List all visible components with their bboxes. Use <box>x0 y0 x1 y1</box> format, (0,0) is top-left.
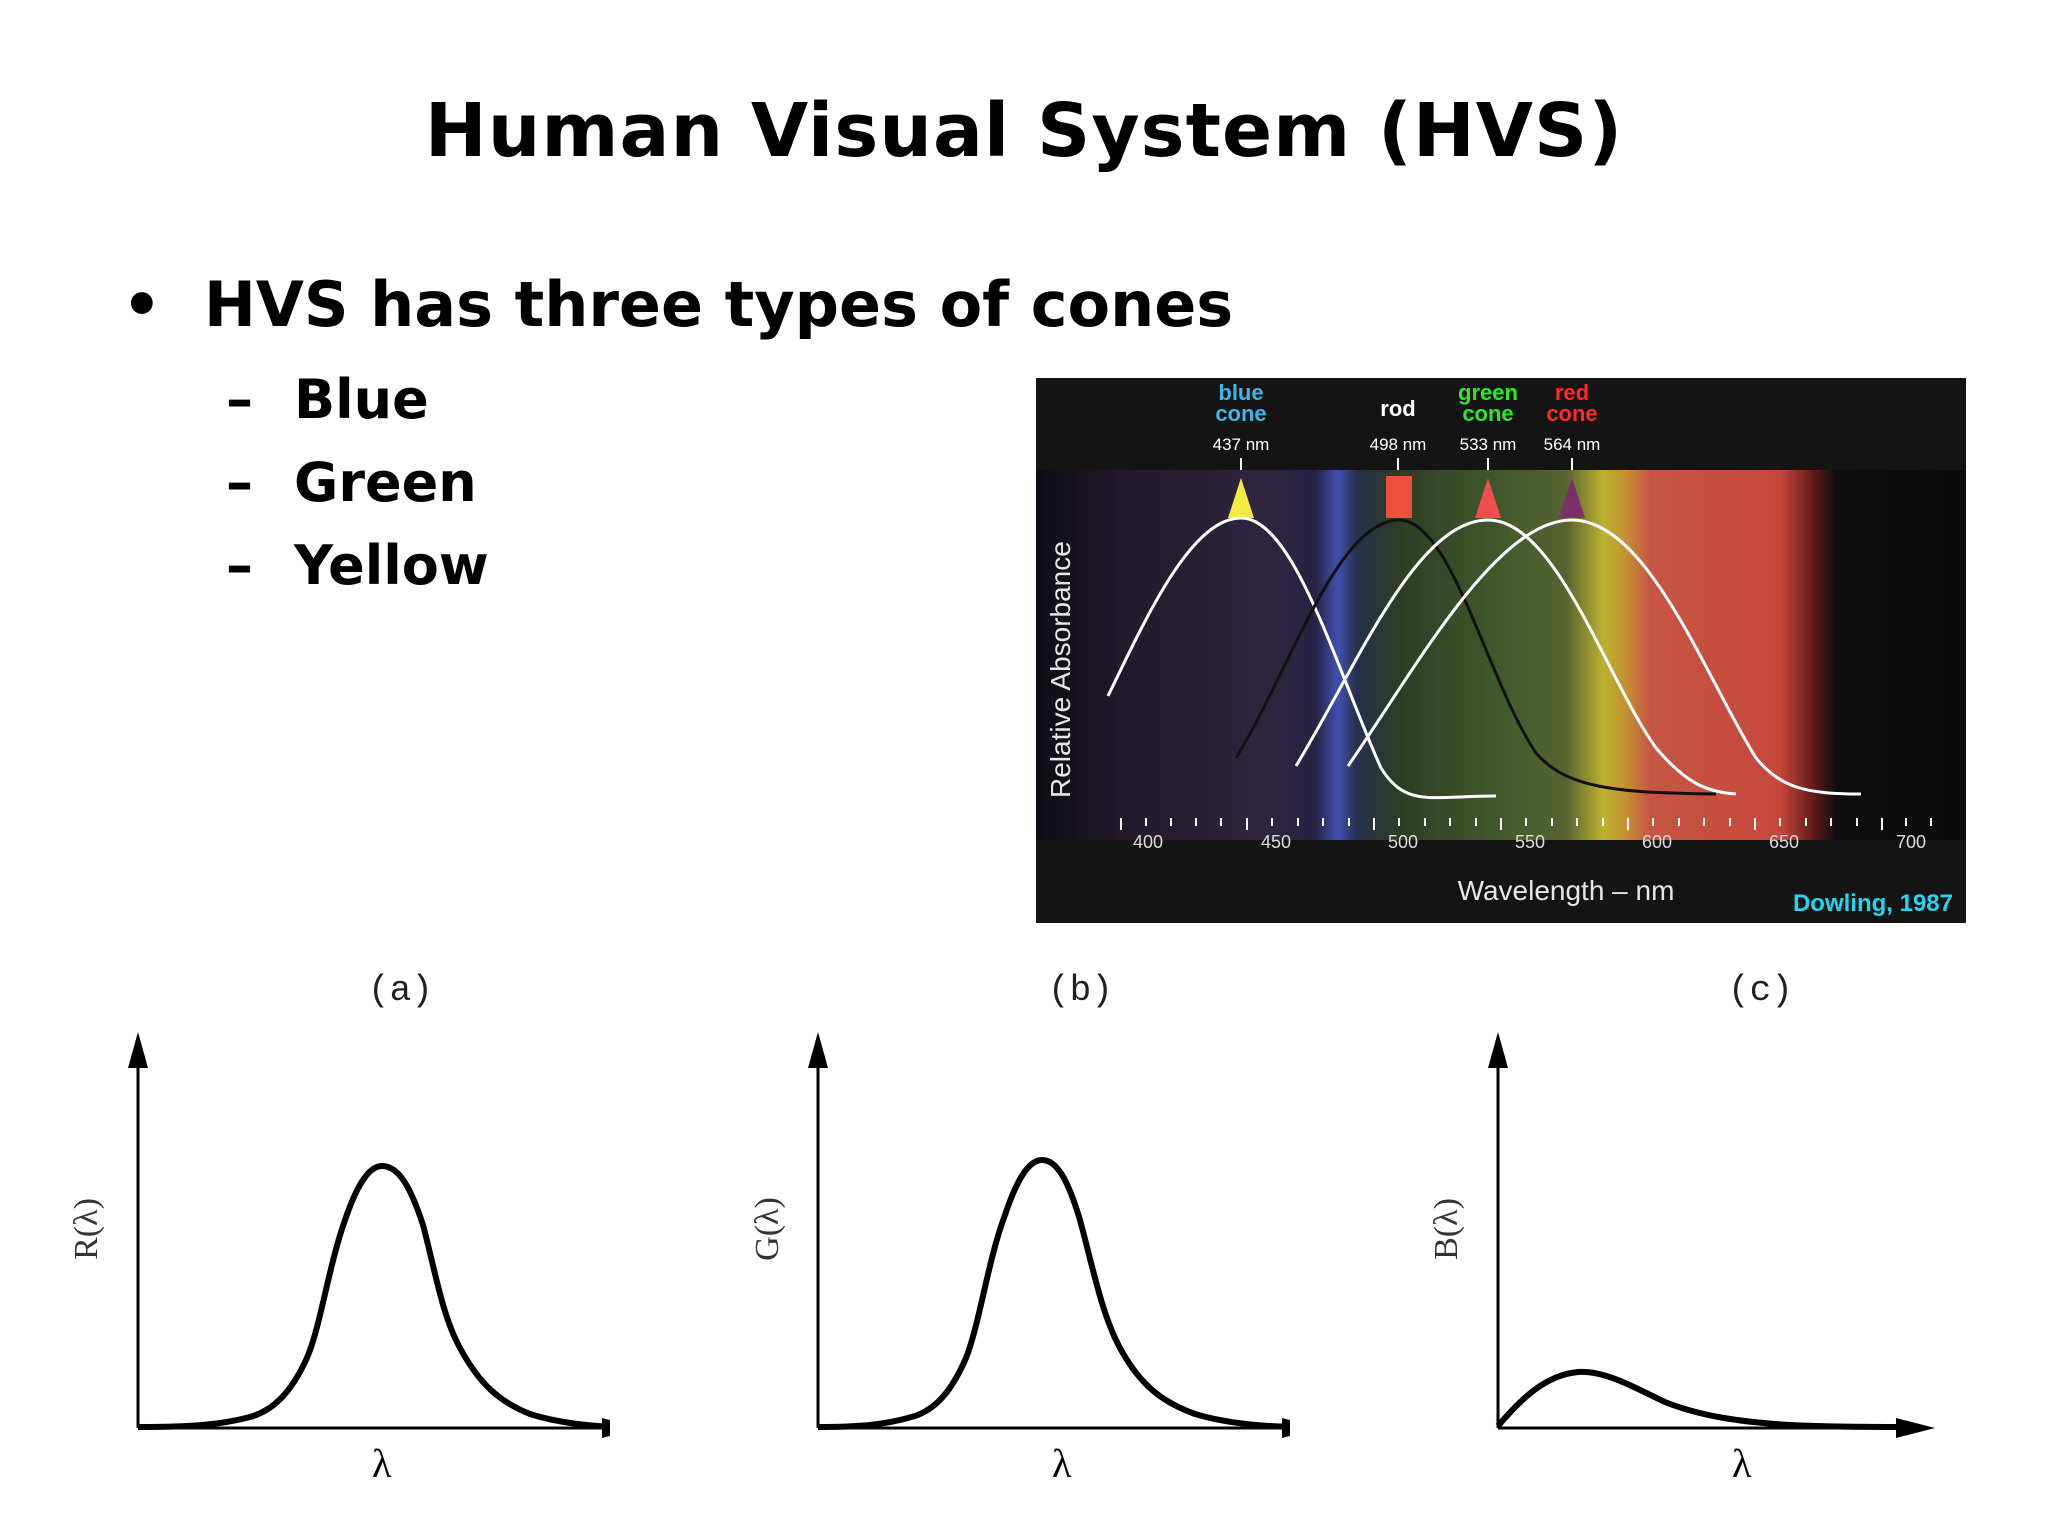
panel-x-label: λ <box>1052 1441 1072 1486</box>
wavelength-tick-labels: 400 450 500 550 600 650 700 <box>1133 832 1926 852</box>
tick-label-500: 500 <box>1388 832 1418 852</box>
svg-text:533 nm: 533 nm <box>1460 435 1517 454</box>
panel-plot <box>128 1032 610 1438</box>
sub-item-text: Blue <box>294 368 429 431</box>
sub-item-yellow: – Yellow <box>226 534 489 597</box>
svg-text:cone: cone <box>1462 401 1513 426</box>
pigment-label-red-cone: red cone 564 nm <box>1544 380 1601 454</box>
blue-cone-marker-icon <box>1228 478 1254 518</box>
sub-item-text: Yellow <box>294 534 489 597</box>
red-cone-curve <box>1346 518 1862 796</box>
tick-label-400: 400 <box>1133 832 1163 852</box>
tick-label-600: 600 <box>1642 832 1672 852</box>
response-curve <box>1495 1368 1906 1430</box>
sub-item-marker: – <box>226 451 253 514</box>
slide-title: Human Visual System (HVS) <box>424 88 1624 174</box>
svg-text:rod: rod <box>1380 396 1415 421</box>
sub-item-blue: – Blue <box>226 368 429 431</box>
panel-plot <box>1488 1032 1935 1438</box>
svg-text:498 nm: 498 nm <box>1370 435 1427 454</box>
tick-label-650: 650 <box>1769 832 1799 852</box>
panel-label: (b) <box>1048 970 1113 1011</box>
wavelength-axis-label: Wavelength – nm <box>1458 875 1675 906</box>
panel-y-label: G(λ) <box>748 1197 786 1261</box>
green-cone-marker-icon <box>1475 478 1501 518</box>
tick-label-550: 550 <box>1515 832 1545 852</box>
response-panel-c: (c) B(λ) λ <box>1427 970 1970 1510</box>
panel-x-label: λ <box>1732 1441 1752 1486</box>
panel-label: (a) <box>368 970 433 1011</box>
pigment-label-rod: rod 498 nm <box>1370 396 1427 454</box>
panel-y-label: R(λ) <box>67 1198 105 1260</box>
wavelength-axis-ticks <box>1120 818 1932 830</box>
tick-label-700: 700 <box>1896 832 1926 852</box>
y-axis-arrow-icon <box>128 1032 148 1068</box>
bullet-item: • HVS has three types of cones <box>122 268 1233 341</box>
sub-item-marker: – <box>226 368 253 431</box>
response-panel-a: (a) R(λ) λ <box>67 970 610 1510</box>
panel-label: (c) <box>1728 970 1793 1011</box>
panel-y-label: B(λ) <box>1427 1198 1465 1260</box>
svg-text:green: green <box>1458 380 1518 405</box>
absorbance-spectrum-figure: blue cone 437 nm rod 498 nm green cone 5… <box>1036 378 1966 923</box>
response-curve <box>817 1156 1290 1430</box>
peak-pointer-ticks <box>1240 458 1573 470</box>
svg-text:blue: blue <box>1218 380 1263 405</box>
absorbance-axis-label: Relative Absorbance <box>1045 541 1076 798</box>
figure-credit: Dowling, 1987 <box>1793 890 1953 917</box>
green-cone-curve <box>1294 518 1737 796</box>
svg-text:437 nm: 437 nm <box>1213 435 1270 454</box>
svg-text:red: red <box>1555 380 1589 405</box>
panel-plot <box>808 1032 1290 1438</box>
pigment-label-green-cone: green cone 533 nm <box>1458 380 1518 454</box>
response-panel-b: (b) G(λ) λ <box>748 970 1290 1510</box>
svg-text:564 nm: 564 nm <box>1544 435 1601 454</box>
sub-item-green: – Green <box>226 451 477 514</box>
bullet-text: HVS has three types of cones <box>204 268 1234 341</box>
sub-item-text: Green <box>294 451 477 514</box>
panel-x-label: λ <box>372 1441 392 1486</box>
y-axis-arrow-icon <box>808 1032 828 1068</box>
bullet-marker: • <box>122 268 162 341</box>
x-axis-arrow-icon <box>1896 1418 1935 1438</box>
tick-label-450: 450 <box>1261 832 1291 852</box>
blue-cone-curve <box>1106 516 1497 800</box>
y-axis-arrow-icon <box>1488 1032 1508 1068</box>
rod-marker-icon <box>1386 476 1412 518</box>
visible-spectrum-band <box>1036 470 1966 840</box>
red-cone-marker-icon <box>1559 478 1585 518</box>
pigment-label-blue-cone: blue cone 437 nm <box>1213 380 1270 454</box>
svg-text:cone: cone <box>1215 401 1266 426</box>
sub-item-marker: – <box>226 534 253 597</box>
rod-curve <box>1234 518 1717 796</box>
svg-text:cone: cone <box>1546 401 1597 426</box>
response-curve <box>137 1162 610 1430</box>
